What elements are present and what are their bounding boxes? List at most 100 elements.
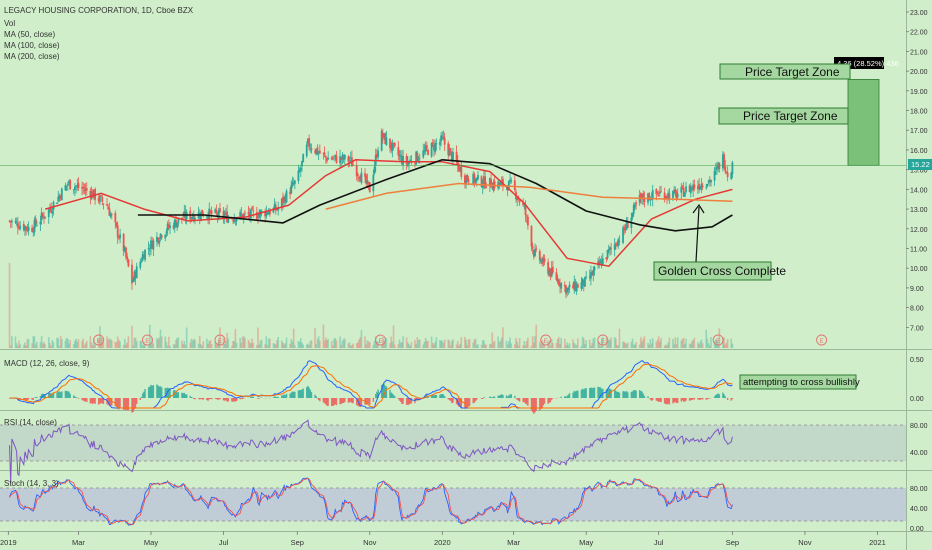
macd-histogram-bar [573,390,575,398]
volume-bar [69,339,71,348]
price-axis[interactable]: 23.00 22.00 21.00 20.00 19.00 18.00 17.00 16.00… [906,10,928,332]
macd-histogram-bar [535,398,537,411]
candle-body [625,221,628,230]
price-tick-label: 8.00 [910,306,924,313]
target-zone-box-1[interactable] [719,63,851,80]
volume-bar [724,344,727,348]
target-zone[interactable]: 4.36 (28.52%) 436 Price Target Zone Pric… [0,57,906,166]
target-zone-box-2[interactable] [718,107,849,125]
candle-body [172,225,175,229]
volume-bar [102,342,105,348]
price-tick-label: 23.00 [910,10,928,17]
candle-body [541,260,544,265]
candle-body [107,206,110,210]
time-tick-label: Sep [726,538,739,547]
volume-bar [106,336,108,348]
macd-histogram-bar [282,395,284,398]
volume-bar [455,344,458,348]
candle-body [359,179,362,182]
volume-bar [632,344,635,348]
macd-annotation[interactable]: attempting to cross bullishly [739,374,860,390]
time-axis[interactable]: 2019 Mar May Jul Sep Nov 2020 Mar May Jul Sep Nov 20… [0,531,886,547]
macd-histogram-bar [208,398,210,400]
volume-bar [523,340,526,348]
volume-bar [713,341,716,348]
volume-bar [667,342,670,348]
candle-body [144,249,146,260]
volume-bar [190,338,193,348]
volume-bar [231,345,233,348]
price-tick-label: 13.00 [910,207,928,214]
macd-histogram-bar [86,398,88,402]
candle-body [425,145,428,149]
macd-histogram-bar [40,394,43,398]
candle-body [433,144,435,151]
volume-bar [82,338,85,348]
volume-bar [566,342,568,348]
volume-bar [473,339,476,348]
candle-body [415,151,418,165]
volume-bar [265,336,268,348]
macd-histogram-bar [685,398,687,401]
macd-histogram-bar [158,386,161,398]
candle-body [706,184,709,187]
candle-body [266,212,269,214]
volume-bar [542,341,545,348]
volume-bar [490,344,492,348]
macd-histogram-bar [640,390,642,398]
volume-bar [301,342,303,348]
volume-bar [710,337,712,348]
volume-bar [75,338,77,348]
macd-histogram-bar [56,392,58,398]
candle-body [626,222,629,228]
candle-body [332,158,334,160]
volume-bar [699,341,702,348]
candle-body [424,146,427,152]
macd-histogram-bar [335,398,338,406]
volume-bar [292,328,295,348]
golden-cross-annotation[interactable]: Golden Cross Complete [653,203,786,281]
macd-note-box[interactable] [739,374,857,390]
candle-body [22,223,25,231]
macd-histogram-bar [360,398,363,406]
candle-body [50,208,53,212]
candle-body [110,214,113,215]
candle-body [366,180,369,185]
volume-bar [36,341,38,348]
volume-bar [410,342,413,348]
candle-body [384,133,387,144]
volume-bar [200,344,202,348]
volume-bar [635,342,637,348]
macd-histogram-bar [326,398,328,406]
macd-histogram-bar [672,398,674,404]
candle-body [68,181,70,184]
time-tick-label: Sep [291,538,304,547]
macd-histogram-bar [565,396,567,398]
volume-bar [630,342,633,348]
macd-histogram-bar [260,397,263,398]
volume-bar [431,342,434,348]
volume-bar [689,344,692,348]
macd-histogram-bar [585,387,587,398]
candle-body [323,152,326,155]
volume-bar [531,336,534,348]
volume-bar [717,343,719,348]
macd-histogram-bar [84,398,87,402]
macd-histogram-bar [716,394,718,398]
golden-cross-box[interactable] [653,261,772,281]
volume-bar [131,325,133,348]
volume-bar [585,340,587,348]
time-tick-label: May [144,538,158,547]
candle-body [302,154,305,163]
candle-body [114,213,117,223]
macd-histogram-bar [392,394,395,398]
candles[interactable] [8,128,734,299]
candle-body [284,197,287,203]
volume-bar [489,343,491,348]
candle-body [560,283,563,289]
macd-histogram-bar [407,398,409,405]
macd-histogram-bar [232,398,234,402]
